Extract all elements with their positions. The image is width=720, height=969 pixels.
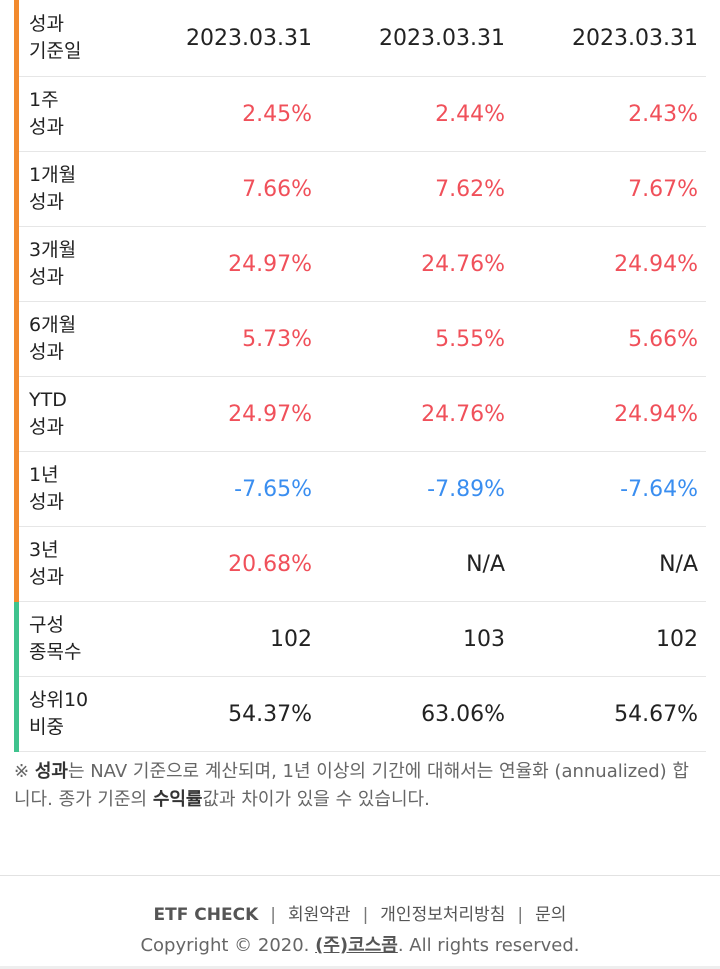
value-col2: 24.76%: [421, 401, 505, 427]
row-label: YTD 성과: [29, 389, 67, 438]
row-label: 1개월 성과: [29, 164, 77, 213]
value-col1: 2.45%: [242, 101, 312, 127]
value-col2: 103: [463, 626, 505, 652]
row-accent-bar: [14, 152, 19, 227]
row-accent-bar: [14, 677, 19, 752]
value-col2: -7.89%: [427, 476, 505, 502]
value-col3: 24.94%: [614, 251, 698, 277]
value-col3: 7.67%: [628, 176, 698, 202]
row-accent-bar: [14, 527, 19, 602]
row-label: 구성 종목수: [29, 614, 82, 663]
value-col1: 24.97%: [228, 251, 312, 277]
value-col1: 102: [270, 626, 312, 652]
table-row: 6개월 성과 5.73% 5.55% 5.66%: [14, 302, 706, 377]
site-footer: ETF CHECK | 회원약관 | 개인정보처리방침 | 문의 Copyright © 2…: [0, 875, 720, 969]
value-col2: 2023.03.31: [379, 25, 505, 51]
row-label: 1주 성과: [29, 89, 64, 138]
footer-contact-link[interactable]: 문의: [535, 905, 567, 925]
copyright: Copyright © 2020. (주)코스콤. All rights res…: [140, 935, 580, 956]
value-col3: 24.94%: [614, 401, 698, 427]
value-col3: 2.43%: [628, 101, 698, 127]
value-col1: 20.68%: [228, 551, 312, 577]
footer-brand-link[interactable]: ETF CHECK: [153, 905, 259, 925]
value-col3: 5.66%: [628, 326, 698, 352]
note-bold-performance: 성과: [34, 761, 68, 782]
table-row: YTD 성과 24.97% 24.76% 24.94%: [14, 377, 706, 452]
value-col3: 54.67%: [614, 701, 698, 727]
footer-terms-link[interactable]: 회원약관: [288, 905, 351, 925]
table-row: 상위10 비중 54.37% 63.06% 54.67%: [14, 677, 706, 752]
table-row: 3개월 성과 24.97% 24.76% 24.94%: [14, 227, 706, 302]
footer-links: ETF CHECK | 회원약관 | 개인정보처리방침 | 문의: [0, 900, 720, 925]
value-col2: 63.06%: [421, 701, 505, 727]
value-col2: 24.76%: [421, 251, 505, 277]
footer-privacy-link[interactable]: 개인정보처리방침: [380, 905, 506, 925]
value-col1: 54.37%: [228, 701, 312, 727]
value-col3: 102: [656, 626, 698, 652]
performance-table: 성과 기준일 2023.03.31 2023.03.31 2023.03.31 1…: [14, 0, 706, 752]
footer-separator: |: [270, 905, 276, 925]
value-col1: 5.73%: [242, 326, 312, 352]
value-col3: -7.64%: [620, 476, 698, 502]
value-col2: N/A: [466, 551, 505, 577]
row-accent-bar: [14, 452, 19, 527]
row-label: 상위10 비중: [29, 689, 89, 738]
value-col2: 2.44%: [435, 101, 505, 127]
row-accent-bar: [14, 302, 19, 377]
row-accent-bar: [14, 227, 19, 302]
performance-note: ※ 성과는 NAV 기준으로 계산되며, 1년 이상의 기간에 대해서는 연율화…: [14, 761, 689, 810]
company-link[interactable]: (주)코스콤: [315, 935, 398, 956]
value-col1: 2023.03.31: [186, 25, 312, 51]
value-col2: 5.55%: [435, 326, 505, 352]
table-row: 1개월 성과 7.66% 7.62% 7.67%: [14, 152, 706, 227]
value-col2: 7.62%: [435, 176, 505, 202]
value-col1: 24.97%: [228, 401, 312, 427]
value-col1: -7.65%: [234, 476, 312, 502]
table-row: 성과 기준일 2023.03.31 2023.03.31 2023.03.31: [14, 0, 706, 77]
row-label: 1년 성과: [29, 464, 64, 513]
footer-separator: |: [517, 905, 524, 925]
footer-separator: |: [362, 905, 369, 925]
row-accent-bar: [14, 0, 19, 77]
table-row: 1주 성과 2.45% 2.44% 2.43%: [14, 77, 706, 152]
row-accent-bar: [14, 602, 19, 677]
row-label: 3개월 성과: [29, 239, 77, 288]
value-col3: 2023.03.31: [572, 25, 698, 51]
row-label: 3년 성과: [29, 539, 64, 588]
row-label: 6개월 성과: [29, 314, 77, 363]
row-accent-bar: [14, 377, 19, 452]
table-row: 1년 성과 -7.65% -7.89% -7.64%: [14, 452, 706, 527]
table-row: 3년 성과 20.68% N/A N/A: [14, 527, 706, 602]
value-col1: 7.66%: [242, 176, 312, 202]
note-bold-return: 수익률: [152, 789, 203, 810]
value-col3: N/A: [659, 551, 698, 577]
table-row: 구성 종목수 102 103 102: [14, 602, 706, 677]
row-label: 성과 기준일: [29, 13, 82, 62]
row-accent-bar: [14, 77, 19, 152]
